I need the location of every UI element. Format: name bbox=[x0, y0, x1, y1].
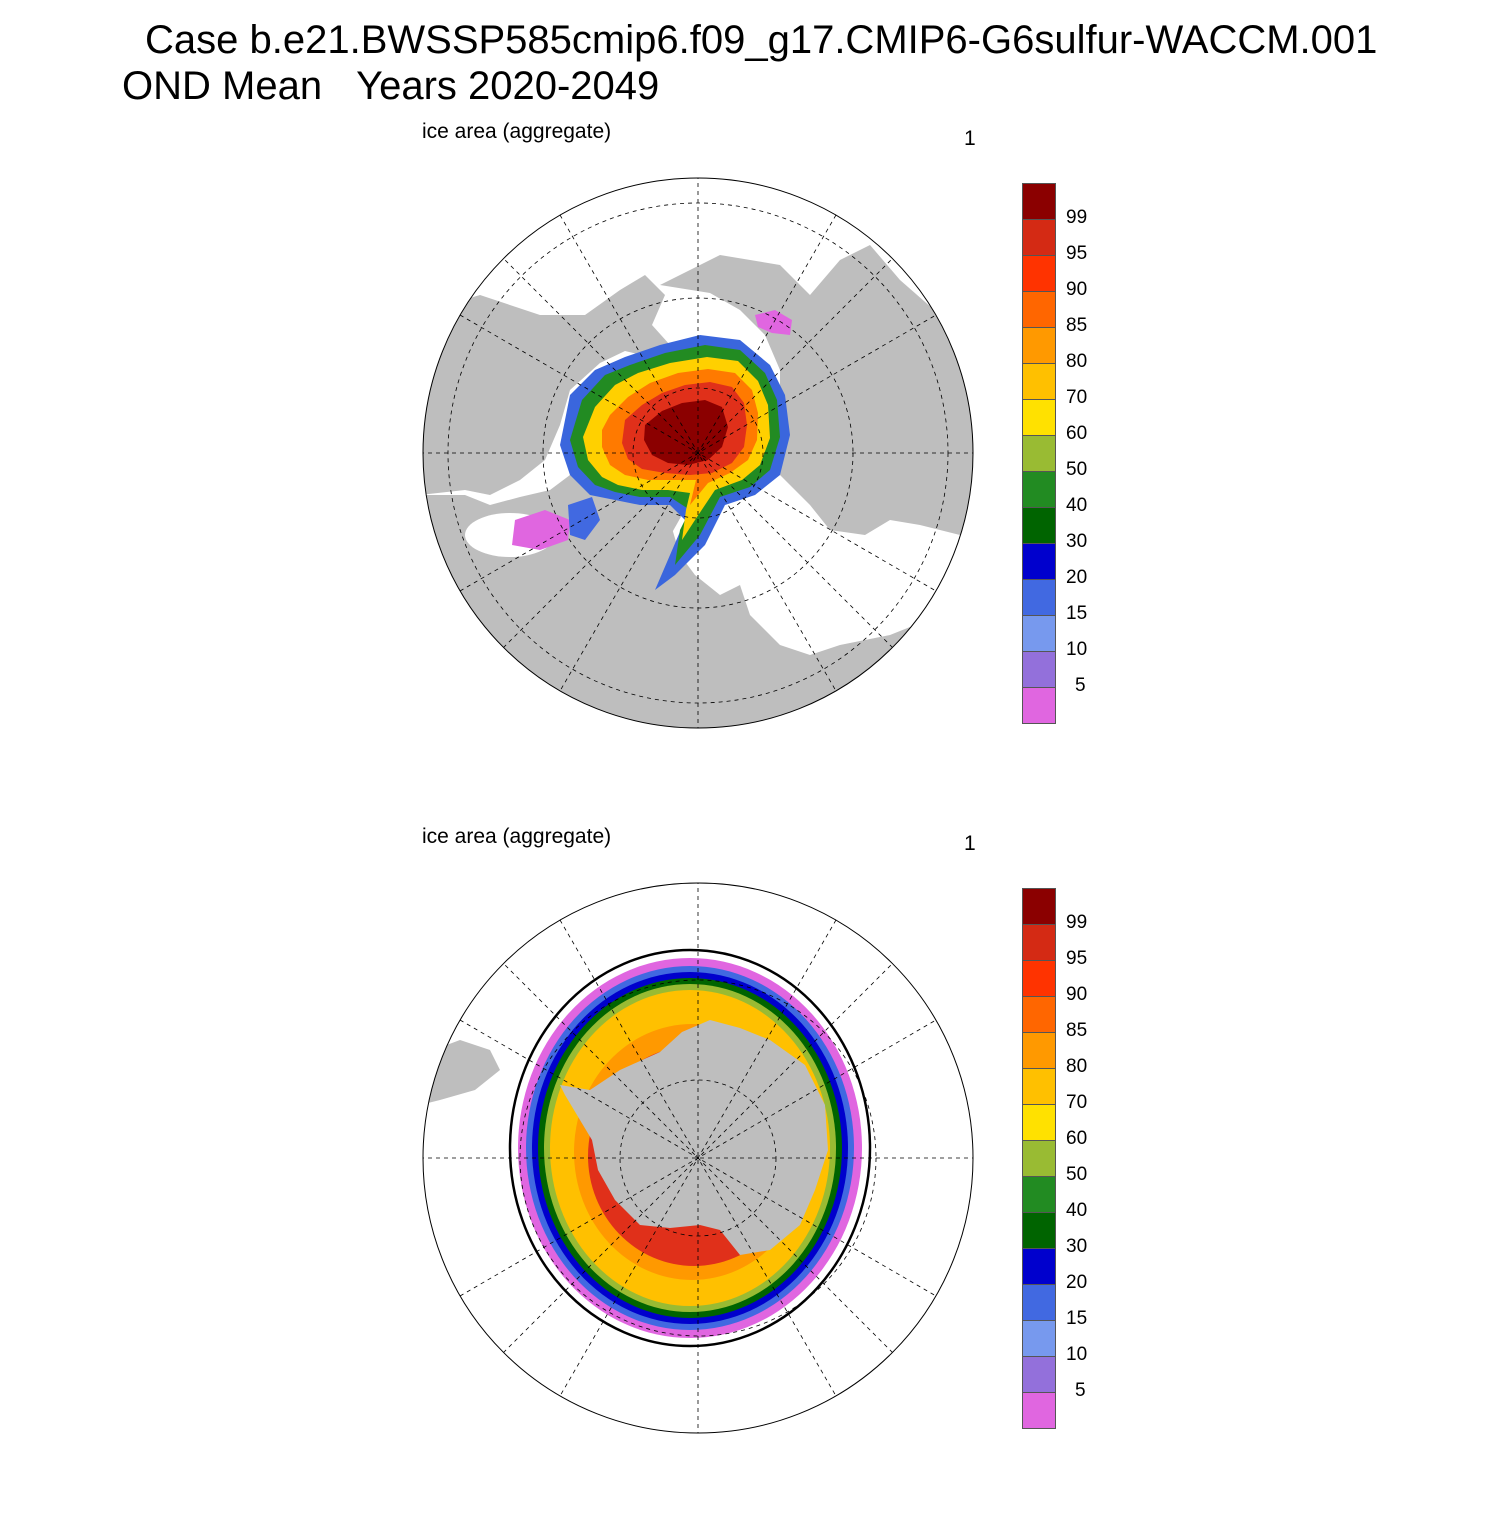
colorbar-tick-label: 50 bbox=[1066, 1164, 1088, 1185]
figure-title-period: OND Mean Years 2020-2049 bbox=[122, 64, 659, 109]
colorbar-tick-label: 5 bbox=[1075, 1380, 1086, 1401]
colorbar-box bbox=[1022, 1105, 1056, 1141]
colorbar-box bbox=[1022, 888, 1056, 925]
colorbar bbox=[1022, 888, 1056, 1429]
colorbar-box bbox=[1022, 925, 1056, 961]
ice-hudson bbox=[512, 510, 570, 550]
colorbar-tick-label: 30 bbox=[1066, 1236, 1088, 1257]
colorbar bbox=[1022, 183, 1056, 724]
colorbar-box bbox=[1022, 364, 1056, 400]
units-label: 1 bbox=[964, 832, 976, 855]
colorbar-box bbox=[1022, 220, 1056, 256]
colorbar-tick-label: 95 bbox=[1066, 243, 1088, 264]
colorbar-tick-label: 30 bbox=[1066, 531, 1088, 552]
colorbar-box bbox=[1022, 292, 1056, 328]
colorbar-tick-label: 70 bbox=[1066, 387, 1088, 408]
colorbar-tick-label: 20 bbox=[1066, 1272, 1088, 1293]
colorbar-box bbox=[1022, 508, 1056, 544]
colorbar-tick-label: 90 bbox=[1066, 984, 1088, 1005]
colorbar-box bbox=[1022, 1141, 1056, 1177]
land-antarctica bbox=[560, 1020, 828, 1255]
colorbar-box bbox=[1022, 1177, 1056, 1213]
colorbar-tick-label: 20 bbox=[1066, 567, 1088, 588]
colorbar-box bbox=[1022, 1249, 1056, 1285]
colorbar-tick-label: 85 bbox=[1066, 315, 1088, 336]
colorbar-box bbox=[1022, 1069, 1056, 1105]
colorbar-tick-label: 90 bbox=[1066, 279, 1088, 300]
colorbar-box bbox=[1022, 1285, 1056, 1321]
colorbar-tick-label: 15 bbox=[1066, 1308, 1088, 1329]
colorbar-tick-label: 80 bbox=[1066, 351, 1088, 372]
colorbar-tick-label: 99 bbox=[1066, 912, 1088, 933]
colorbar-box bbox=[1022, 997, 1056, 1033]
arctic-map bbox=[422, 177, 974, 729]
colorbar-box bbox=[1022, 1213, 1056, 1249]
colorbar-tick-label: 10 bbox=[1066, 639, 1088, 660]
colorbar-box bbox=[1022, 1033, 1056, 1069]
colorbar-tick-label: 15 bbox=[1066, 603, 1088, 624]
colorbar-tick-label: 70 bbox=[1066, 1092, 1088, 1113]
season-label: OND Mean bbox=[122, 64, 323, 108]
colorbar-box bbox=[1022, 472, 1056, 508]
land-eurasia bbox=[423, 275, 670, 495]
colorbar-tick-label: 40 bbox=[1066, 1200, 1088, 1221]
land-siberia-east bbox=[660, 245, 973, 535]
antarctic-panel: ice area (aggregate) 1 bbox=[0, 820, 1500, 1520]
colorbar-tick-label: 60 bbox=[1066, 423, 1088, 444]
colorbar-box bbox=[1022, 328, 1056, 364]
colorbar-box bbox=[1022, 256, 1056, 292]
units-label: 1 bbox=[964, 127, 976, 150]
colorbar-box bbox=[1022, 183, 1056, 220]
colorbar-box bbox=[1022, 961, 1056, 997]
colorbar-tick-label: 40 bbox=[1066, 495, 1088, 516]
colorbar-tick-label: 5 bbox=[1075, 675, 1086, 696]
colorbar-box bbox=[1022, 688, 1056, 724]
colorbar-box bbox=[1022, 544, 1056, 580]
figure-title-case: Case b.e21.BWSSP585cmip6.f09_g17.CMIP6-G… bbox=[145, 18, 1378, 62]
colorbar-box bbox=[1022, 400, 1056, 436]
colorbar-tick-label: 99 bbox=[1066, 207, 1088, 228]
colorbar-box bbox=[1022, 652, 1056, 688]
colorbar-box bbox=[1022, 1393, 1056, 1429]
colorbar-box bbox=[1022, 616, 1056, 652]
ice-baffin bbox=[568, 497, 600, 540]
ice-okhotsk bbox=[755, 310, 792, 335]
arctic-panel: ice area (aggregate) 1 bbox=[0, 115, 1500, 815]
years-label: Years 2020-2049 bbox=[356, 64, 660, 108]
colorbar-tick-label: 85 bbox=[1066, 1020, 1088, 1041]
colorbar-box bbox=[1022, 436, 1056, 472]
variable-label: ice area (aggregate) bbox=[422, 825, 612, 848]
colorbar-tick-label: 80 bbox=[1066, 1056, 1088, 1077]
antarctic-map bbox=[422, 882, 974, 1434]
colorbar-box bbox=[1022, 1321, 1056, 1357]
colorbar-box bbox=[1022, 1357, 1056, 1393]
colorbar-box bbox=[1022, 580, 1056, 616]
colorbar-tick-label: 95 bbox=[1066, 948, 1088, 969]
colorbar-tick-label: 10 bbox=[1066, 1344, 1088, 1365]
variable-label: ice area (aggregate) bbox=[422, 120, 612, 143]
colorbar-tick-label: 50 bbox=[1066, 459, 1088, 480]
colorbar-tick-label: 60 bbox=[1066, 1128, 1088, 1149]
